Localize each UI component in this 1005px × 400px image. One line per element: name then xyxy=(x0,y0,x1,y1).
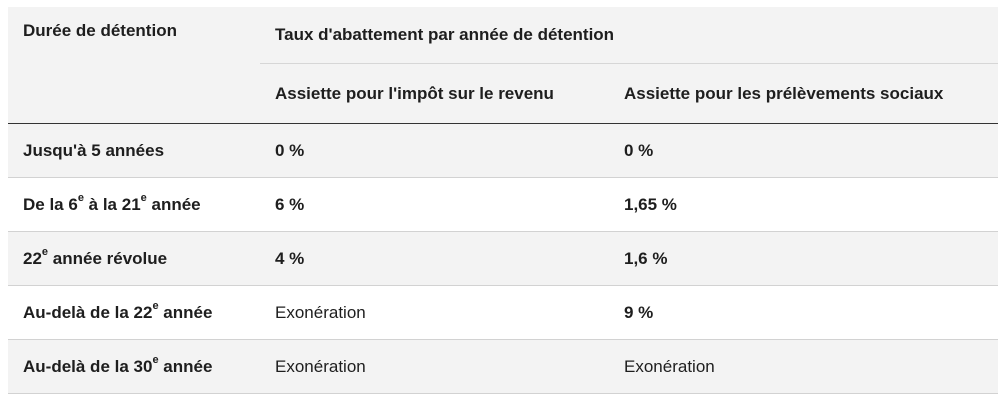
row-label-text: année xyxy=(158,356,213,376)
row-label-text: année xyxy=(146,194,201,214)
row-label-text: Au-delà de la 30 xyxy=(23,356,153,376)
cell-prelevements: Exonération xyxy=(609,339,998,394)
cell-prelevements: 1,65 % xyxy=(609,177,998,232)
header-assiette-prelevements: Assiette pour les prélèvements sociaux xyxy=(609,63,998,124)
header-assiette-impot: Assiette pour l'impôt sur le revenu xyxy=(260,63,609,124)
row-label-text: 22 xyxy=(23,248,42,268)
row-label-sup: e xyxy=(152,299,159,312)
cell-impot: Exonération xyxy=(260,285,609,340)
row-label-sup: e xyxy=(152,353,159,366)
table-body: Jusqu'à 5 années 0 % 0 % De la 6e à la 2… xyxy=(8,123,998,394)
row-label-text: à la 21 xyxy=(83,194,141,214)
table-row: De la 6e à la 21e année 6 % 1,65 % xyxy=(8,177,998,232)
row-label-text: De la 6 xyxy=(23,194,78,214)
cell-prelevements: 9 % xyxy=(609,285,998,340)
header-duree-detention: Durée de détention xyxy=(8,7,260,124)
table-row: Au-delà de la 30e année Exonération Exon… xyxy=(8,339,998,394)
row-label-text: année révolue xyxy=(48,248,168,268)
row-label: Jusqu'à 5 années xyxy=(8,123,260,178)
row-label: Au-delà de la 30e année xyxy=(8,339,260,394)
table-row: 22e année révolue 4 % 1,6 % xyxy=(8,231,998,286)
row-label: Au-delà de la 22e année xyxy=(8,285,260,340)
abattement-table: Durée de détention Taux d'abattement par… xyxy=(8,7,998,394)
header-taux-abattement: Taux d'abattement par année de détention xyxy=(260,7,998,64)
row-label-sup: e xyxy=(41,245,49,258)
cell-prelevements: 1,6 % xyxy=(609,231,998,286)
row-label-text: année xyxy=(158,302,213,322)
header-row-sub: Assiette pour l'impôt sur le revenu Assi… xyxy=(8,63,998,124)
row-label-sup: e xyxy=(140,191,147,204)
header-row-main: Durée de détention Taux d'abattement par… xyxy=(8,7,998,124)
cell-impot: Exonération xyxy=(260,339,609,394)
row-label-text: Au-delà de la 22 xyxy=(23,302,153,322)
table-row: Jusqu'à 5 années 0 % 0 % xyxy=(8,123,998,178)
row-label-sup: e xyxy=(77,191,84,204)
row-label-text: Jusqu'à 5 années xyxy=(23,140,165,160)
row-label: 22e année révolue xyxy=(8,231,260,286)
cell-impot: 0 % xyxy=(260,123,609,178)
cell-impot: 6 % xyxy=(260,177,609,232)
table-header: Durée de détention Taux d'abattement par… xyxy=(8,7,998,124)
table-row: Au-delà de la 22e année Exonération 9 % xyxy=(8,285,998,340)
cell-prelevements: 0 % xyxy=(609,123,998,178)
cell-impot: 4 % xyxy=(260,231,609,286)
abattement-table-container: Durée de détention Taux d'abattement par… xyxy=(8,7,998,394)
row-label: De la 6e à la 21e année xyxy=(8,177,260,232)
